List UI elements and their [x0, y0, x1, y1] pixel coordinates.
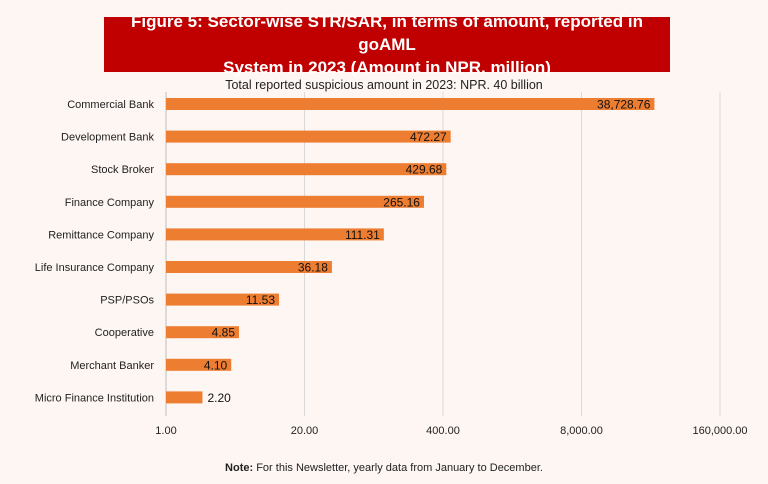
category-label: Life Insurance Company — [35, 262, 155, 274]
data-label: 265.16 — [383, 195, 420, 209]
data-label: 38,728.76 — [597, 98, 651, 112]
bar — [166, 358, 232, 371]
category-label: Remittance Company — [48, 229, 154, 241]
data-label: 429.68 — [406, 163, 443, 177]
chart-title-line2: System in 2023 (Amount in NPR. million) — [223, 58, 551, 77]
note-text: For this Newsletter, yearly data from Ja… — [253, 462, 543, 474]
x-tick-label: 400.00 — [426, 425, 460, 437]
category-label: Stock Broker — [91, 164, 154, 176]
bar — [166, 391, 203, 404]
x-tick-label: 1.00 — [155, 425, 176, 437]
bar — [166, 293, 280, 306]
category-label: Development Bank — [61, 132, 154, 144]
data-label: 472.27 — [410, 130, 447, 144]
chart-title-line1: Figure 5: Sector-wise STR/SAR, in terms … — [131, 12, 643, 54]
category-label: PSP/PSOs — [100, 295, 154, 307]
bar — [166, 195, 424, 208]
data-label: 36.18 — [298, 261, 328, 275]
category-label: Commercial Bank — [67, 99, 154, 111]
note-label: Note: — [225, 462, 254, 474]
chart-title-box: Figure 5: Sector-wise STR/SAR, in terms … — [104, 12, 670, 77]
chart-subtitle: Total reported suspicious amount in 2023… — [225, 78, 543, 92]
category-label: Finance Company — [65, 197, 155, 209]
bar — [166, 228, 384, 241]
bar — [166, 326, 240, 339]
x-tick-label: 8,000.00 — [560, 425, 603, 437]
data-label: 4.85 — [212, 326, 236, 340]
data-label: 111.31 — [345, 228, 380, 242]
x-tick-label: 160,000.00 — [692, 425, 747, 437]
category-label: Micro Finance Institution — [35, 392, 154, 404]
x-tick-label: 20.00 — [291, 425, 319, 437]
footer-note: Note: For this Newsletter, yearly data f… — [0, 462, 768, 474]
bar — [166, 261, 332, 273]
bar — [166, 130, 451, 143]
data-label: 4.10 — [204, 358, 228, 372]
category-label: Merchant Banker — [70, 360, 154, 372]
data-label: 11.53 — [246, 293, 275, 307]
bar — [166, 98, 655, 110]
data-label: 2.20 — [207, 391, 231, 405]
category-label: Cooperative — [95, 327, 154, 339]
bar — [166, 163, 447, 176]
